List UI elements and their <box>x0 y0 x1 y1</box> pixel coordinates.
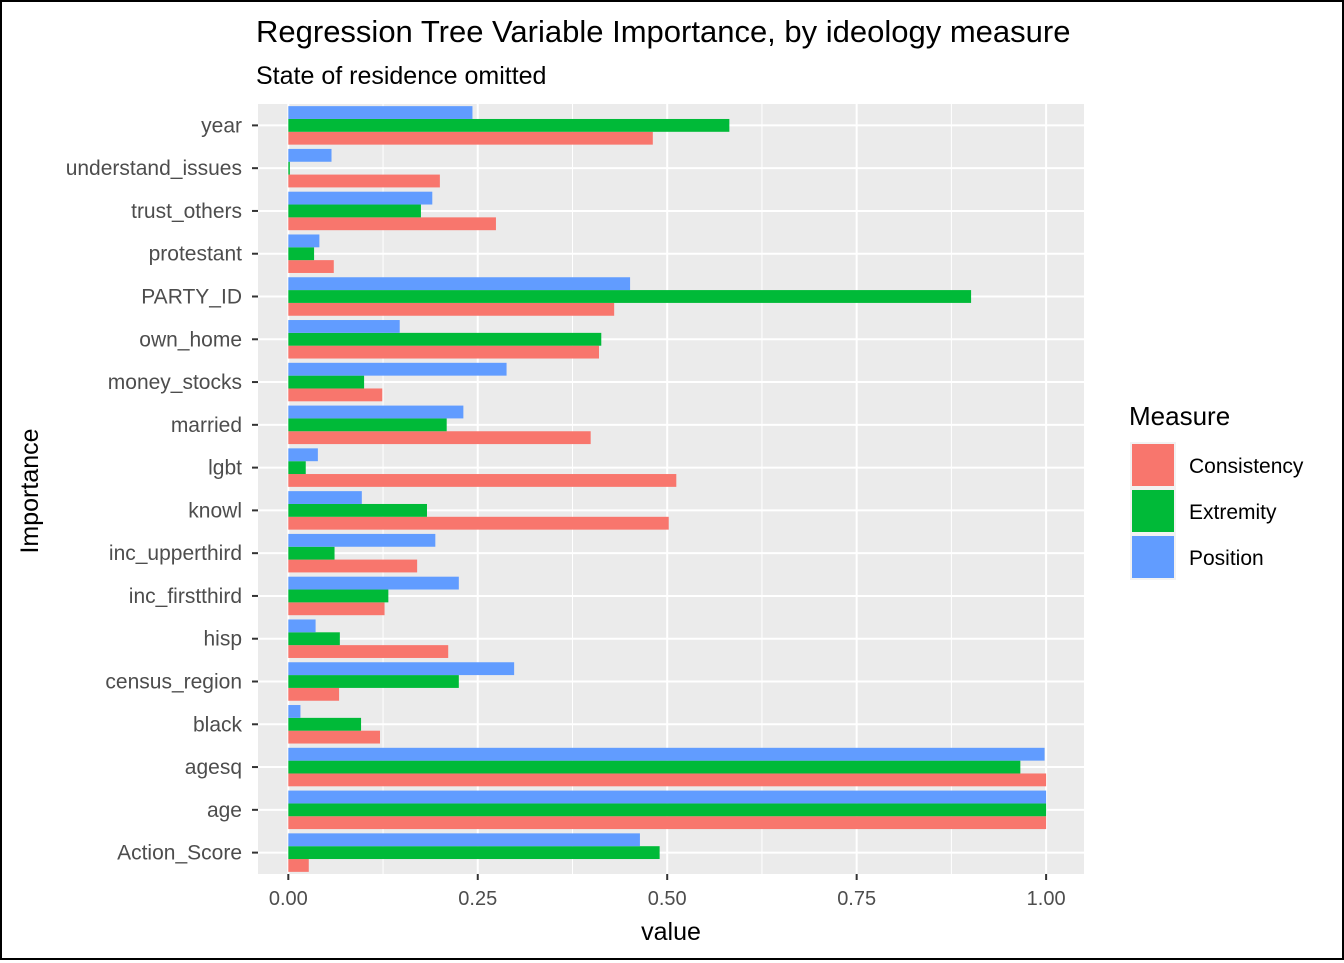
legend-label: Position <box>1189 547 1264 570</box>
bar-married-consistency <box>288 431 591 445</box>
x-axis-title: value <box>641 918 701 946</box>
bar-married-position <box>288 405 464 419</box>
y-tick-label: inc_upperthird <box>109 542 242 565</box>
x-tick-label: 0.75 <box>837 888 876 910</box>
bar-hisp-consistency <box>288 645 449 658</box>
plot-panel <box>258 104 1084 874</box>
y-tick-label: Action_Score <box>117 842 242 865</box>
bar-age-extremity <box>288 803 1047 817</box>
bar-PARTY_ID-position <box>288 277 631 291</box>
bar-agesq-consistency <box>288 773 1047 787</box>
bar-own_home-consistency <box>288 345 600 359</box>
bar-age-consistency <box>288 816 1047 830</box>
y-tick-label: agesq <box>185 756 242 779</box>
y-tick-label: hisp <box>203 628 242 651</box>
legend-label: Extremity <box>1189 501 1277 524</box>
chart-title: Regression Tree Variable Importance, by … <box>256 14 1070 49</box>
legend-label: Consistency <box>1189 455 1304 478</box>
x-tick-label: 1.00 <box>1027 888 1066 910</box>
legend: Measure Consistency Extremity Position <box>1129 401 1304 580</box>
x-axis-ticks: 0.00 0.25 0.50 0.75 1.00 <box>269 874 1066 910</box>
y-tick-label: understand_issues <box>66 157 242 180</box>
bar-money_stocks-position <box>288 362 507 376</box>
bar-age-position <box>288 790 1047 804</box>
bar-money_stocks-consistency <box>288 388 383 402</box>
bar-trust_others-extremity <box>288 204 421 218</box>
bar-year-extremity <box>288 118 730 132</box>
bar-Action_Score-consistency <box>288 859 309 872</box>
bar-knowl-position <box>288 491 362 504</box>
bar-inc_firstthird-consistency <box>288 602 385 616</box>
x-tick-label: 0.25 <box>458 888 497 910</box>
bar-inc_firstthird-position <box>288 576 459 590</box>
bar-lgbt-extremity <box>288 461 306 475</box>
legend-key-extremity <box>1132 490 1174 532</box>
y-tick-label: lgbt <box>208 457 242 480</box>
y-tick-label: PARTY_ID <box>141 286 242 309</box>
bar-trust_others-consistency <box>288 217 496 231</box>
bar-knowl-consistency <box>288 516 669 530</box>
y-tick-label: year <box>201 114 242 137</box>
bar-understand_issues-consistency <box>288 174 440 188</box>
legend-title: Measure <box>1129 401 1230 431</box>
bar-understand_issues-position <box>288 148 332 162</box>
bar-own_home-extremity <box>288 332 602 346</box>
bar-census_region-extremity <box>288 675 459 688</box>
bar-Action_Score-extremity <box>288 846 660 860</box>
bar-own_home-position <box>288 320 400 333</box>
bar-agesq-position <box>288 747 1045 761</box>
bar-inc_upperthird-consistency <box>288 559 418 573</box>
bar-year-consistency <box>288 131 653 145</box>
bars <box>288 106 1047 872</box>
bar-knowl-extremity <box>288 503 427 517</box>
y-tick-label: money_stocks <box>108 371 242 394</box>
bar-money_stocks-extremity <box>288 375 365 389</box>
y-tick-label: protestant <box>149 243 243 266</box>
bar-protestant-position <box>288 234 320 248</box>
legend-key-position <box>1132 536 1174 578</box>
y-axis-title: Importance <box>16 428 44 553</box>
bar-census_region-position <box>288 662 515 676</box>
y-tick-label: own_home <box>139 328 242 351</box>
bar-inc_firstthird-extremity <box>288 589 389 603</box>
bar-married-extremity <box>288 418 447 432</box>
y-tick-label: black <box>193 713 243 736</box>
bar-agesq-extremity <box>288 760 1021 774</box>
bar-trust_others-position <box>288 191 433 205</box>
legend-key-consistency <box>1132 444 1174 486</box>
bar-Action_Score-position <box>288 833 640 847</box>
bar-PARTY_ID-extremity <box>288 290 972 303</box>
y-tick-label: knowl <box>188 499 242 522</box>
bar-black-position <box>288 705 301 718</box>
bar-census_region-consistency <box>288 687 340 701</box>
bar-inc_upperthird-position <box>288 533 436 547</box>
bar-understand_issues-extremity <box>288 161 290 175</box>
bar-lgbt-consistency <box>288 474 677 487</box>
y-tick-label: married <box>171 414 242 437</box>
bar-hisp-position <box>288 619 316 633</box>
x-tick-label: 0.50 <box>648 888 687 910</box>
bar-inc_upperthird-extremity <box>288 546 335 560</box>
bar-protestant-consistency <box>288 260 334 273</box>
bar-black-extremity <box>288 717 362 731</box>
bar-year-position <box>288 106 473 119</box>
bar-lgbt-position <box>288 448 318 462</box>
bar-black-consistency <box>288 730 381 744</box>
y-tick-label: inc_firstthird <box>129 585 242 608</box>
y-tick-label: trust_others <box>131 200 242 223</box>
chart-subtitle: State of residence omitted <box>256 62 546 90</box>
y-axis-ticks: Action_Score age agesq black census_region hi… <box>66 114 258 865</box>
bar-PARTY_ID-consistency <box>288 302 615 316</box>
bar-hisp-extremity <box>288 632 340 646</box>
x-tick-label: 0.00 <box>269 888 308 910</box>
y-tick-label: age <box>207 799 242 822</box>
bar-protestant-extremity <box>288 247 315 261</box>
y-tick-label: census_region <box>105 671 242 694</box>
